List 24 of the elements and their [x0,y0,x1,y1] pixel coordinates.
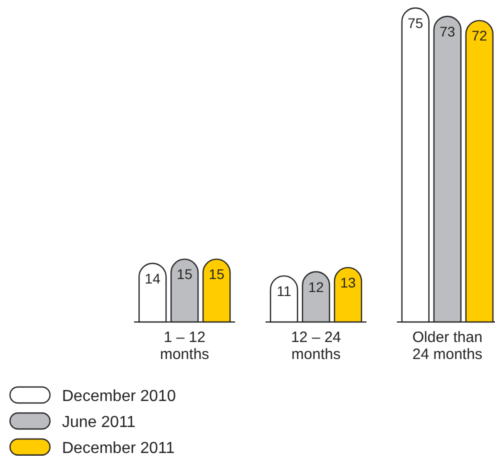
bar [170,258,199,323]
x-tick-label: 1 – 12 months [160,329,210,363]
bar [202,258,231,323]
legend-label: December 2011 [62,440,175,456]
data-label: 11 [276,282,292,299]
data-label: 72 [472,28,488,44]
data-label: 13 [340,274,356,291]
bar [138,262,167,323]
data-label: 15 [208,266,225,282]
data-label: 75 [408,15,424,31]
bar [465,20,494,323]
data-label: 15 [176,266,193,282]
x-tick-label: Older than 24 months [412,329,482,363]
data-label: 12 [308,278,324,295]
legend-label: June 2011 [62,414,136,431]
data-label: 73 [440,23,456,40]
data-label: 14 [144,270,161,286]
legend-label: December 2010 [62,388,176,405]
bar [270,275,298,323]
bar [401,7,430,323]
bar [302,271,330,323]
bar [334,267,362,323]
x-tick-label: 12 – 24 months [290,329,342,363]
bar [433,16,462,323]
